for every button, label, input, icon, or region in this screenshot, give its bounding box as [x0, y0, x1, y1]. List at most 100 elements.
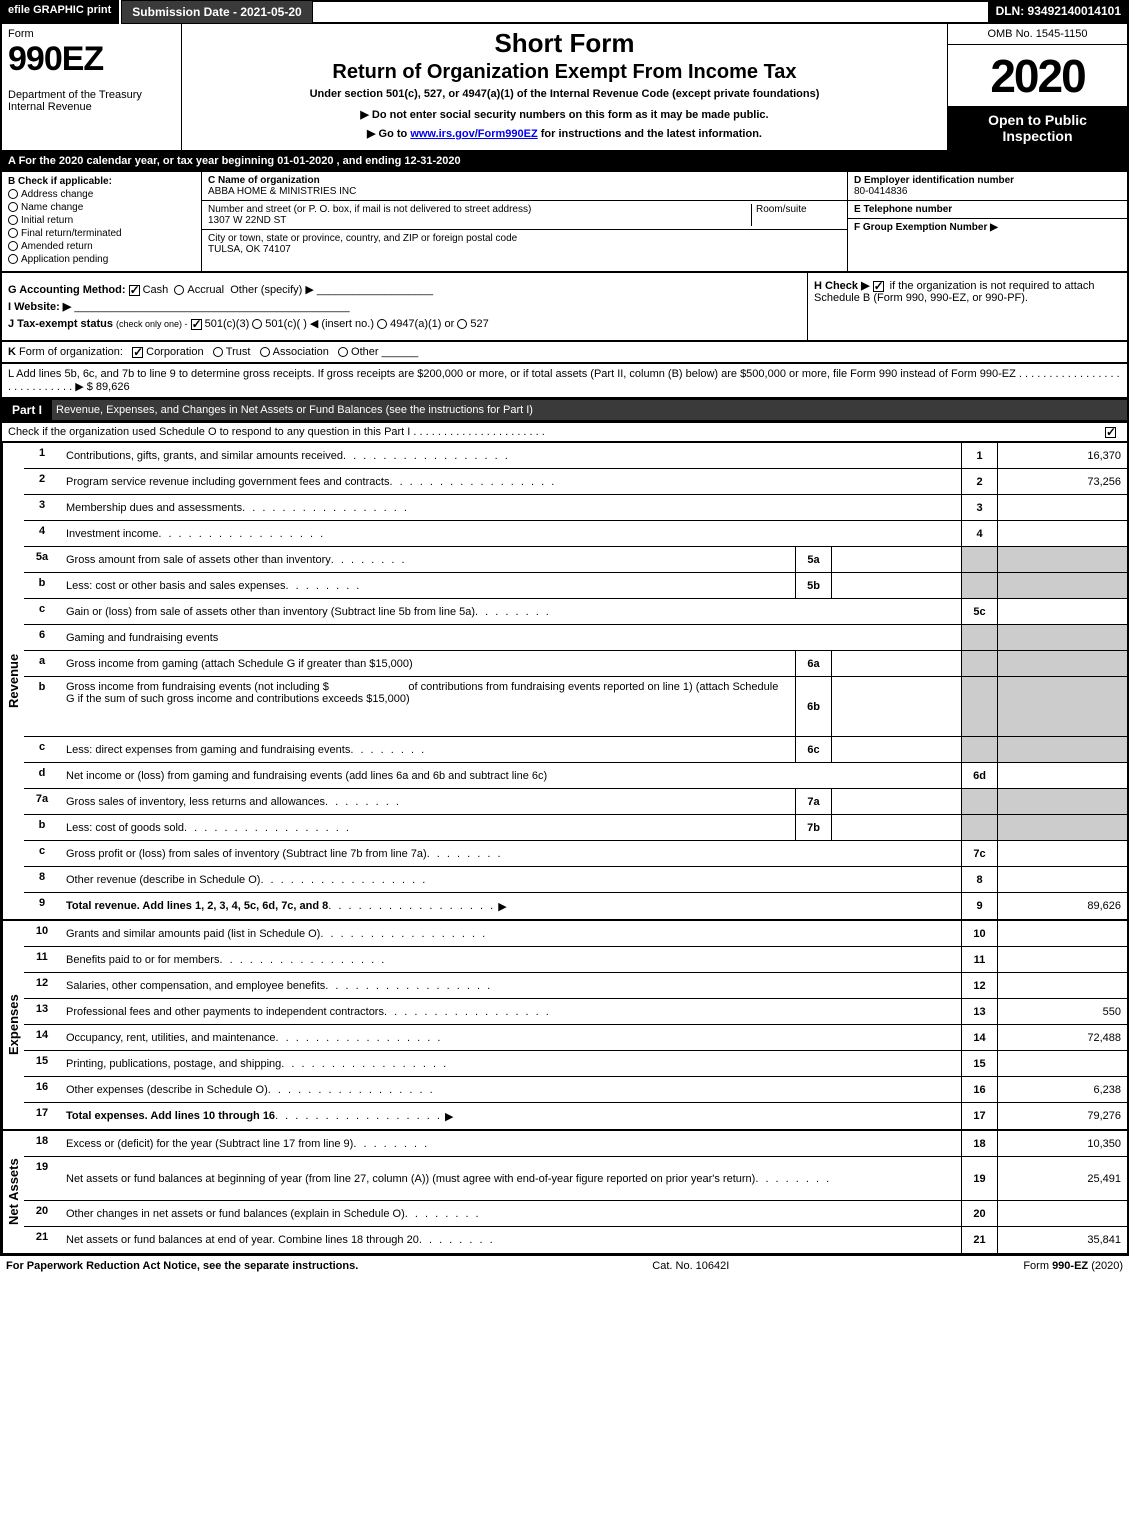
line-21: 21 Net assets or fund balances at end of… — [24, 1227, 1127, 1253]
header-right: OMB No. 1545-1150 2020 Open to Public In… — [947, 24, 1127, 150]
line-20-col: 20 — [961, 1201, 997, 1226]
line-6a-shaded1 — [961, 651, 997, 676]
j-501c3-label: 501(c)(3) — [205, 318, 250, 330]
line-6c: c Less: direct expenses from gaming and … — [24, 737, 1127, 763]
check-name-change[interactable] — [8, 202, 18, 212]
line-21-desc: Net assets or fund balances at end of ye… — [66, 1234, 419, 1246]
j-527-check[interactable] — [457, 319, 467, 329]
line-13: 13 Professional fees and other payments … — [24, 999, 1127, 1025]
line-9-val: 89,626 — [997, 893, 1127, 919]
form-title: Short Form — [190, 28, 939, 59]
accounting-accrual-check[interactable] — [174, 285, 184, 295]
revenue-section: Revenue 1 Contributions, gifts, grants, … — [0, 443, 1129, 921]
check-initial-return[interactable] — [8, 215, 18, 225]
netassets-side-label: Net Assets — [2, 1131, 24, 1253]
j-501c-check[interactable] — [252, 319, 262, 329]
check-amended[interactable] — [8, 241, 18, 251]
netassets-section: Net Assets 18 Excess or (deficit) for th… — [0, 1131, 1129, 1255]
line-6b-subval — [831, 677, 961, 736]
efile-print-button[interactable]: efile GRAPHIC print — [0, 0, 121, 24]
j-527-label: 527 — [470, 318, 488, 330]
notice2-suffix: for instructions and the latest informat… — [538, 128, 762, 140]
line-2-val: 73,256 — [997, 469, 1127, 494]
line-10-val — [997, 921, 1127, 946]
line-11-col: 11 — [961, 947, 997, 972]
j-4947-check[interactable] — [377, 319, 387, 329]
line-7a-shaded2 — [997, 789, 1127, 814]
notice2-prefix: ▶ Go to — [367, 128, 410, 140]
line-17-arrow: ▶ — [445, 1110, 453, 1123]
line-12-val — [997, 973, 1127, 998]
k-corporation-check[interactable] — [132, 347, 143, 358]
line-9: 9 Total revenue. Add lines 1, 2, 3, 4, 5… — [24, 893, 1127, 919]
dln-number: DLN: 93492140014101 — [988, 0, 1129, 24]
d-ein-label: D Employer identification number — [854, 175, 1014, 186]
irs-link[interactable]: www.irs.gov/Form990EZ — [410, 128, 537, 140]
line-7a-desc: Gross sales of inventory, less returns a… — [66, 796, 325, 808]
line-17-col: 17 — [961, 1103, 997, 1129]
part1-schedule-o-check[interactable] — [1105, 427, 1116, 438]
line-5a-desc: Gross amount from sale of assets other t… — [66, 554, 331, 566]
line-18: 18 Excess or (deficit) for the year (Sub… — [24, 1131, 1127, 1157]
line-19: 19 Net assets or fund balances at beginn… — [24, 1157, 1127, 1201]
line-6c-shaded1 — [961, 737, 997, 762]
line-4-desc: Investment income — [66, 528, 158, 540]
org-name: ABBA HOME & MINISTRIES INC — [208, 186, 356, 197]
h-check[interactable] — [873, 281, 884, 292]
line-9-desc: Total revenue. Add lines 1, 2, 3, 4, 5c,… — [66, 900, 328, 912]
line-5c-val — [997, 599, 1127, 624]
header-center: Short Form Return of Organization Exempt… — [182, 24, 947, 150]
line-5a-subval — [831, 547, 961, 572]
line-6d-desc: Net income or (loss) from gaming and fun… — [66, 770, 547, 782]
line-5b-shaded2 — [997, 573, 1127, 598]
check-address-change[interactable] — [8, 189, 18, 199]
section-k-form-org: K Form of organization: Corporation Trus… — [0, 342, 1129, 364]
section-b-identity: B Check if applicable: Address change Na… — [0, 172, 1129, 273]
line-6-desc: Gaming and fundraising events — [66, 632, 218, 644]
line-10-col: 10 — [961, 921, 997, 946]
omb-number: OMB No. 1545-1150 — [948, 24, 1127, 45]
footer-form-suffix: (2020) — [1088, 1260, 1123, 1272]
line-14-val: 72,488 — [997, 1025, 1127, 1050]
line-16: 16 Other expenses (describe in Schedule … — [24, 1077, 1127, 1103]
row-a-tax-year: A For the 2020 calendar year, or tax yea… — [0, 152, 1129, 172]
line-6a-subval — [831, 651, 961, 676]
line-6d: d Net income or (loss) from gaming and f… — [24, 763, 1127, 789]
k-other-check[interactable] — [338, 347, 348, 357]
line-1-num: 1 — [24, 443, 60, 468]
line-5c: c Gain or (loss) from sale of assets oth… — [24, 599, 1127, 625]
form-number: 990EZ — [8, 40, 175, 79]
line-17-num: 17 — [24, 1103, 60, 1129]
line-4-col: 4 — [961, 521, 997, 546]
line-18-val: 10,350 — [997, 1131, 1127, 1156]
line-6d-val — [997, 763, 1127, 788]
line-8-desc: Other revenue (describe in Schedule O) — [66, 874, 260, 886]
line-21-val: 35,841 — [997, 1227, 1127, 1253]
line-19-val: 25,491 — [997, 1157, 1127, 1200]
line-6b-shaded2 — [997, 677, 1127, 736]
line-1-col: 1 — [961, 443, 997, 468]
irs-link-notice: ▶ Go to www.irs.gov/Form990EZ for instru… — [190, 127, 939, 140]
under-section: Under section 501(c), 527, or 4947(a)(1)… — [190, 88, 939, 100]
room-suite-label: Room/suite — [756, 204, 807, 215]
line-6c-shaded2 — [997, 737, 1127, 762]
check-app-pending[interactable] — [8, 254, 18, 264]
line-16-col: 16 — [961, 1077, 997, 1102]
line-5b-num: b — [24, 573, 60, 598]
check-final-return[interactable] — [8, 228, 18, 238]
line-5b-subval — [831, 573, 961, 598]
line-12-desc: Salaries, other compensation, and employ… — [66, 980, 325, 992]
check-address-label: Address change — [21, 189, 93, 200]
line-10-num: 10 — [24, 921, 60, 946]
line-7b-num: b — [24, 815, 60, 840]
revenue-side-label: Revenue — [2, 443, 24, 919]
k-association-check[interactable] — [260, 347, 270, 357]
accounting-other-label: Other (specify) ▶ — [230, 284, 314, 296]
ssn-notice: ▶ Do not enter social security numbers o… — [190, 108, 939, 121]
k-trust-check[interactable] — [213, 347, 223, 357]
j-501c3-check[interactable] — [191, 319, 202, 330]
line-6-num: 6 — [24, 625, 60, 650]
line-6-shaded2 — [997, 625, 1127, 650]
accounting-cash-check[interactable] — [129, 285, 140, 296]
line-5b-desc: Less: cost or other basis and sales expe… — [66, 580, 286, 592]
